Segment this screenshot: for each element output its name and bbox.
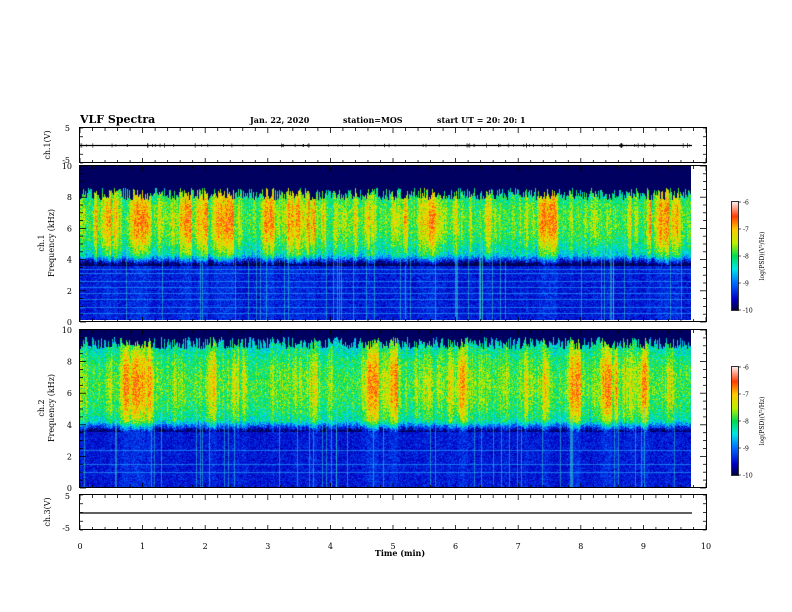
y-tick-label: 8 bbox=[67, 193, 72, 202]
ch1-ytick-top: 5 bbox=[65, 124, 70, 133]
x-tick-label: 7 bbox=[516, 542, 521, 551]
y-tick-label: 0 bbox=[67, 318, 72, 327]
ch1-colorbar-label: log(PSD)(V²/Hz) bbox=[759, 232, 766, 281]
colorbar-tick-label: -7 bbox=[743, 227, 749, 234]
start-time-label: start UT = 20: 20: 1 bbox=[437, 115, 526, 125]
x-tick-label: 9 bbox=[641, 542, 646, 551]
colorbar-tick-label: -6 bbox=[743, 200, 749, 207]
ch2-colorbar-ticks: -6 -7 -8 -9 -10 bbox=[738, 365, 753, 480]
ch1-spectrogram-frame bbox=[79, 165, 707, 322]
ch1-ytick-labels: 0 2 4 6 8 10 bbox=[62, 162, 72, 327]
y-tick-label: 2 bbox=[67, 452, 72, 461]
ch1-spectrogram-image bbox=[80, 166, 691, 320]
colorbar-tick-label: -10 bbox=[743, 473, 753, 480]
figure-title: VLF Spectra bbox=[79, 113, 155, 126]
tick-marks bbox=[79, 127, 707, 531]
x-tick-label: 4 bbox=[328, 542, 333, 551]
ch1-waveform-ylabel: ch.1(V) bbox=[43, 130, 52, 159]
y-tick-label: 10 bbox=[62, 326, 72, 335]
ch2-colorbar-frame bbox=[731, 366, 739, 476]
x-tick-label: 5 bbox=[390, 542, 395, 551]
y-tick-label: 0 bbox=[67, 484, 72, 493]
ch2-colorbar-label: log(PSD)(V²/Hz) bbox=[759, 397, 766, 446]
x-tick-label: 1 bbox=[140, 542, 145, 551]
colorbar-tick-label: -8 bbox=[743, 419, 749, 426]
ch3-ytick-top: 5 bbox=[65, 492, 70, 501]
ch1-ytick-bottom: -5 bbox=[62, 156, 70, 165]
y-tick-label: 8 bbox=[67, 358, 72, 367]
date-label: Jan. 22, 2020 bbox=[249, 115, 310, 125]
x-tick-label: 2 bbox=[203, 542, 208, 551]
ch2-colorbar-image bbox=[732, 367, 738, 475]
ch3-ytick-bottom: -5 bbox=[62, 524, 70, 533]
x-tick-label: 3 bbox=[265, 542, 270, 551]
colorbar-tick-label: -7 bbox=[743, 392, 749, 399]
x-tick-label: 0 bbox=[77, 542, 82, 551]
ch2-ytick-labels: 0 2 4 6 8 10 bbox=[62, 326, 72, 493]
station-label: station=MOS bbox=[343, 115, 403, 125]
ch1-spectrogram-ylabel-freq: Frequency (kHz) bbox=[47, 209, 56, 277]
ch1-waveform-trace bbox=[79, 143, 692, 148]
x-tick-label: 10 bbox=[701, 542, 711, 551]
x-tick-label: 6 bbox=[453, 542, 458, 551]
ch1-colorbar-image bbox=[732, 202, 738, 310]
colorbar-tick-label: -9 bbox=[743, 281, 749, 288]
colorbar-tick-label: -10 bbox=[743, 308, 753, 315]
x-tick-label: 8 bbox=[578, 542, 583, 551]
colorbar-tick-label: -9 bbox=[743, 446, 749, 453]
colorbar-tick-label: -8 bbox=[743, 254, 749, 261]
y-tick-label: 6 bbox=[67, 389, 72, 398]
ch2-spectrogram-ylabel-channel: ch.2 bbox=[37, 399, 46, 416]
ch3-waveform-ylabel: ch.3(V) bbox=[43, 497, 52, 526]
x-tick-labels: 0 1 2 3 4 5 6 7 8 9 10 bbox=[77, 542, 711, 551]
ch2-spectrogram-ylabel-freq: Frequency (kHz) bbox=[47, 374, 56, 442]
y-tick-label: 2 bbox=[67, 287, 72, 296]
ch1-colorbar-frame bbox=[731, 201, 739, 311]
y-tick-label: 10 bbox=[62, 162, 72, 171]
ch1-colorbar-ticks: -6 -7 -8 -9 -10 bbox=[738, 200, 753, 315]
y-tick-label: 6 bbox=[67, 224, 72, 233]
ch2-spectrogram-image bbox=[80, 330, 691, 487]
x-axis-label: Time (min) bbox=[375, 548, 425, 558]
ch2-spectrogram-frame bbox=[79, 329, 707, 488]
y-tick-label: 4 bbox=[67, 421, 72, 430]
y-tick-label: 4 bbox=[67, 256, 72, 265]
colorbar-tick-label: -6 bbox=[743, 365, 749, 372]
ch1-spectrogram-ylabel-channel: ch.1 bbox=[37, 234, 46, 251]
